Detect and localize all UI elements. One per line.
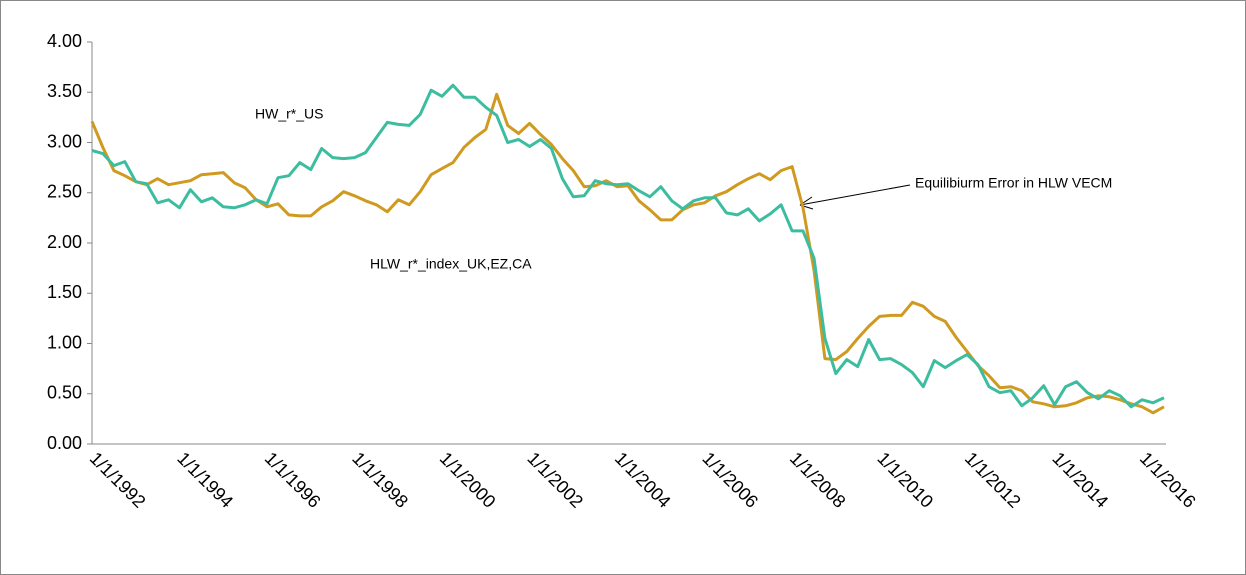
y-tick-label: 3.00 (47, 131, 82, 151)
series-line (90, 92, 1165, 415)
annotation: Equilibiurm Error in HLW VECM (915, 175, 1112, 191)
y-tick-label: 1.50 (47, 282, 82, 302)
series-line (91, 83, 1165, 409)
annotation: HLW_r*_index_UK,EZ,CA (370, 256, 532, 272)
y-tick-label: 4.00 (47, 31, 82, 51)
y-tick-label: 0.00 (47, 433, 82, 453)
annotation: HW_r*_US (255, 106, 323, 122)
y-tick-label: 3.50 (47, 81, 82, 101)
y-tick-label: 2.00 (47, 232, 82, 252)
y-tick-label: 1.00 (47, 332, 82, 352)
annotation-arrow (799, 184, 911, 206)
y-tick-label: 2.50 (47, 182, 82, 202)
y-tick-label: 0.50 (47, 383, 82, 403)
